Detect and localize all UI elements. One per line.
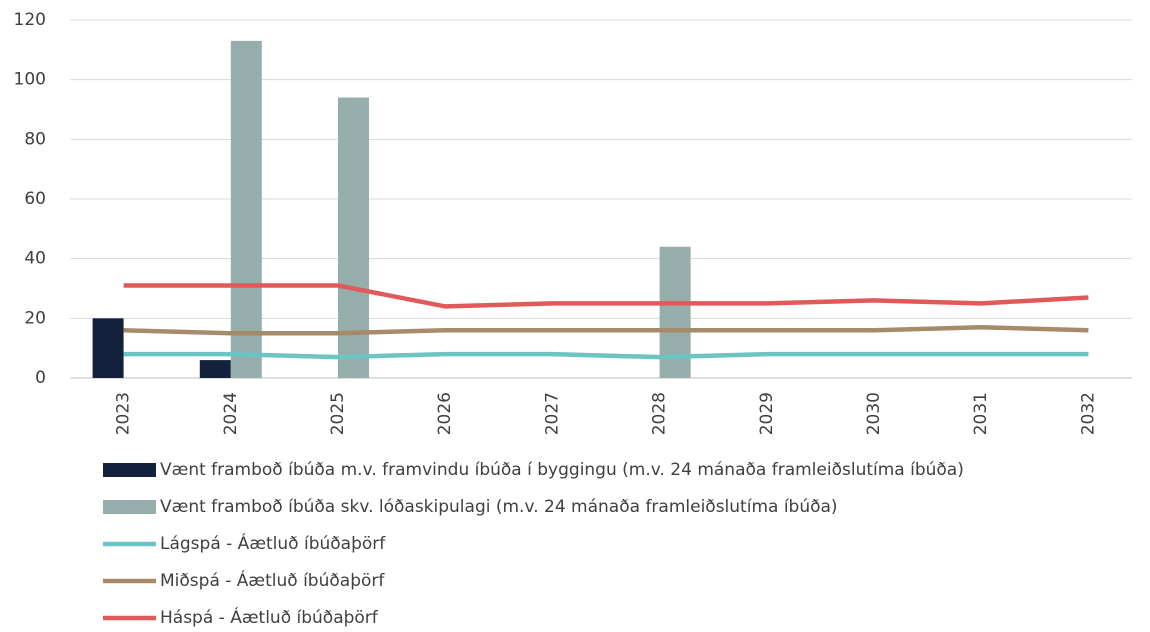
x-tick-label: 2026 [435, 392, 455, 435]
legend-swatch [103, 500, 156, 514]
x-tick-label: 2029 [757, 392, 777, 435]
x-tick-label: 2030 [864, 392, 884, 435]
y-tick-label: 100 [14, 70, 46, 90]
legend-swatch [103, 463, 156, 477]
legend-label: Miðspá - Áætluð íbúðaþörf [160, 569, 385, 591]
y-tick-label: 80 [24, 129, 46, 149]
bar [199, 360, 231, 378]
line [123, 325, 1089, 336]
y-tick-label: 0 [35, 368, 46, 388]
bar [230, 40, 262, 379]
legend-label: Háspá - Áætluð íbúðaþörf [160, 606, 379, 628]
x-tick-label: 2023 [114, 392, 134, 435]
x-tick-label: 2032 [1078, 392, 1098, 435]
y-tick-label: 40 [24, 249, 46, 269]
x-tick-label: 2025 [328, 392, 348, 435]
legend-label: Vænt framboð íbúða m.v. framvindu íbúða … [160, 460, 964, 480]
x-tick-label: 2024 [221, 392, 241, 435]
x-tick-label: 2031 [971, 392, 991, 435]
x-tick-label: 2028 [650, 392, 670, 435]
line [123, 283, 1089, 309]
bar [338, 97, 369, 379]
legend-label: Vænt framboð íbúða skv. lóðaskipulagi (m… [160, 497, 838, 517]
y-tick-label: 20 [24, 308, 46, 328]
y-tick-label: 60 [24, 189, 46, 209]
legend-label: Lágspá - Áætluð íbúðaþörf [160, 532, 386, 554]
y-tick-label: 120 [14, 10, 46, 30]
x-tick-label: 2027 [542, 392, 562, 435]
bar [92, 318, 124, 378]
line [123, 351, 1089, 360]
